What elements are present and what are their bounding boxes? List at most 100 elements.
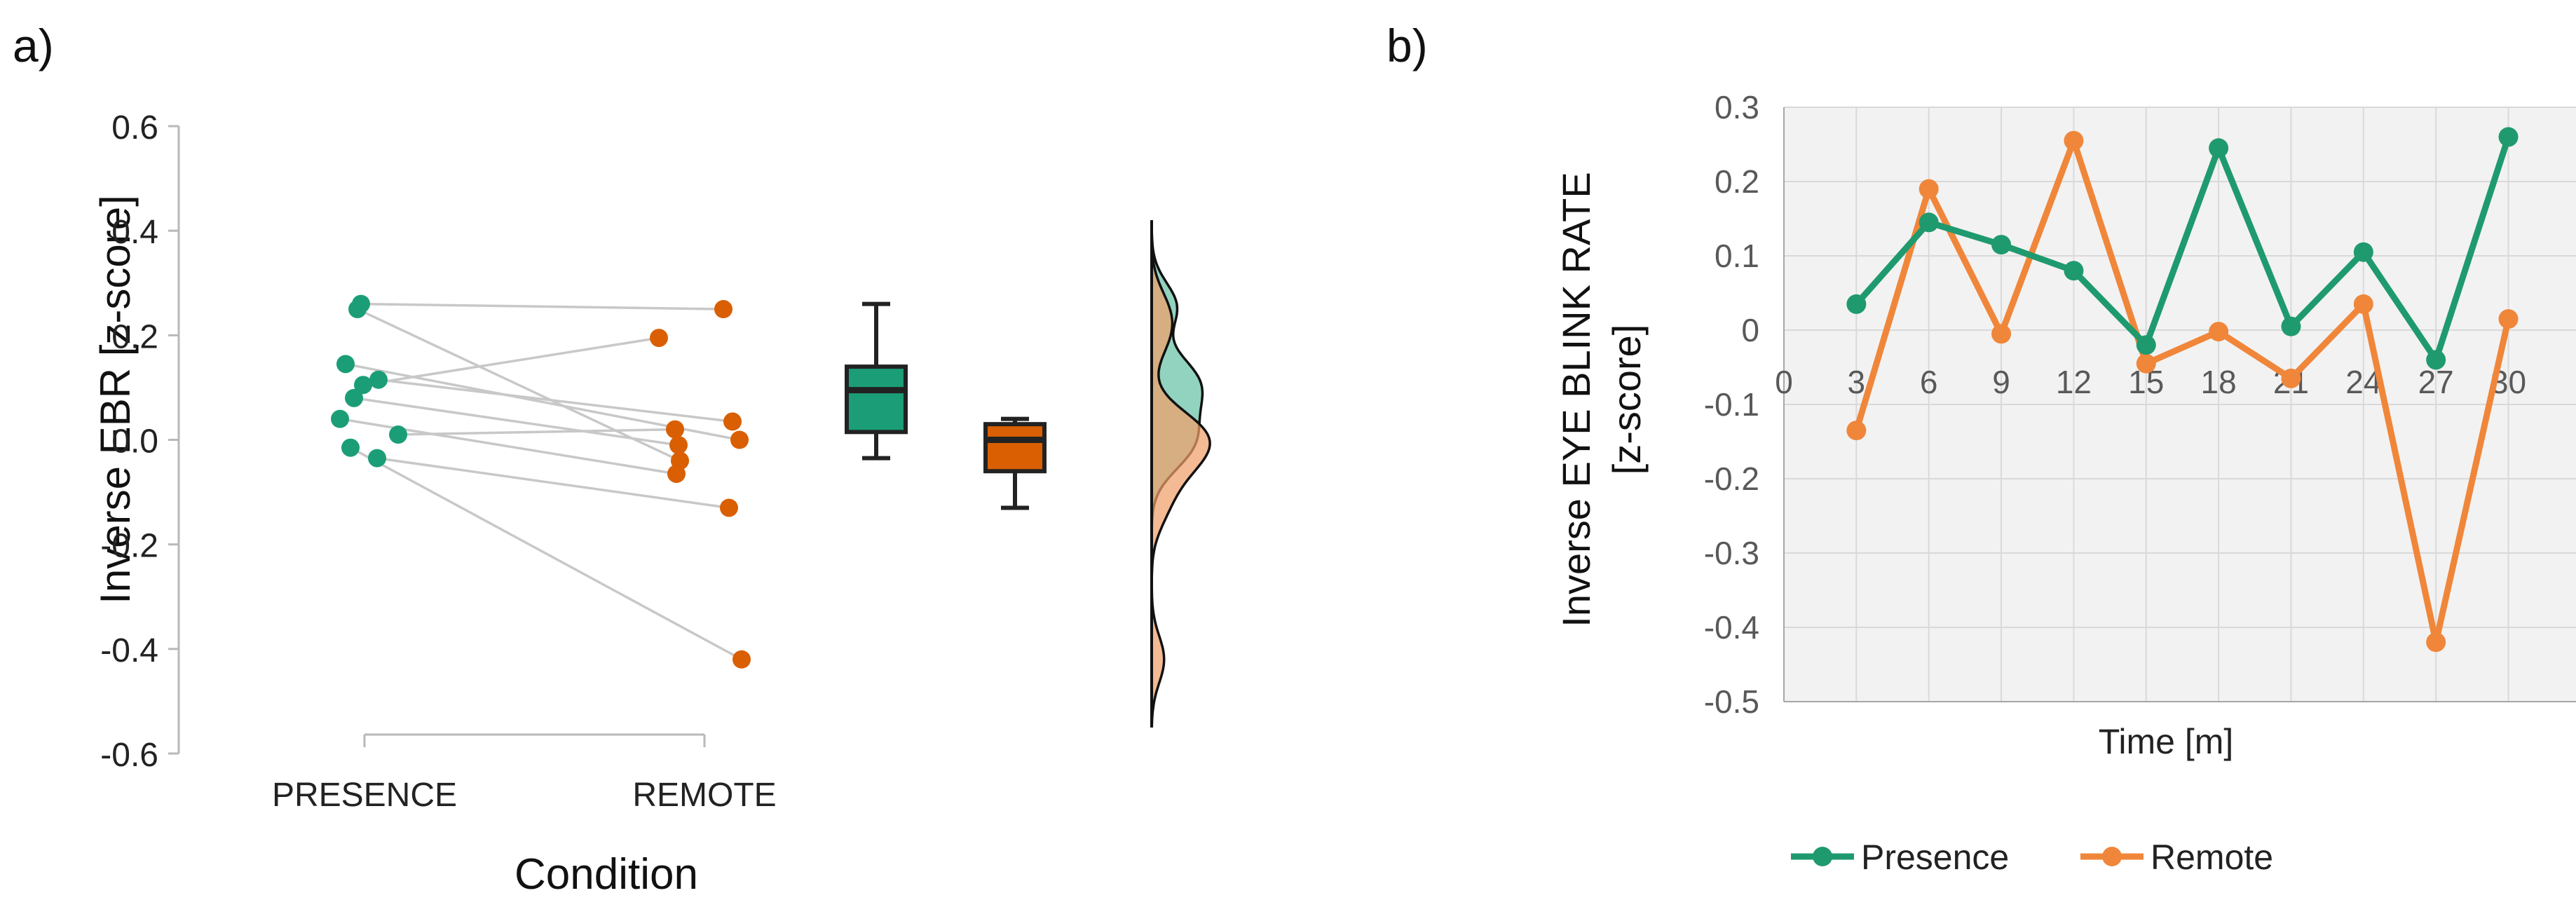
panel-a-points — [331, 294, 751, 669]
panel-a-y-axis: 0.6 0.4 0.2 0.0 -0.2 -0.4 -0.6 — [100, 109, 180, 774]
presence-marker — [1846, 294, 1867, 314]
a-y-tick-label: 0.2 — [111, 318, 158, 355]
remote-marker — [2136, 353, 2156, 374]
panel-b-gridlines — [1783, 107, 2576, 702]
panel-b-x-axis-label: Time [m] — [2099, 722, 2234, 761]
a-y-tick-label: 0.6 — [111, 109, 158, 146]
a-y-tick-label: 0.4 — [111, 214, 158, 251]
presence-marker — [2136, 335, 2156, 355]
remote-marker — [1846, 421, 1867, 441]
b-y-tick-label: -0.5 — [1704, 683, 1759, 720]
panel-b-series — [1846, 127, 2519, 653]
b-x-tick-label: 3 — [1848, 364, 1866, 400]
panel-b-line-chart: 0.30.20.10-0.1-0.2-0.3-0.4-0.5 0 3 6 9 12 15 1… — [1554, 89, 2576, 877]
panel-a-x-axis-label: Condition — [514, 850, 698, 899]
a-y-tick-label: 0.0 — [111, 423, 158, 461]
panel-b-x-axis: 036912151821242730 — [1775, 364, 2526, 400]
presence-marker — [2209, 138, 2229, 158]
presence-marker — [1919, 212, 1939, 233]
panel-b-y-axis-label-line2: [z-score] — [1604, 325, 1649, 475]
legend-swatch-marker — [2102, 847, 2122, 866]
b-y-tick-label: 0.1 — [1715, 238, 1759, 274]
remote-marker — [1991, 324, 2012, 344]
b-x-tick-label: 9 — [1992, 364, 2010, 400]
presence-point — [348, 300, 367, 319]
presence-point — [369, 370, 388, 389]
presence-marker — [2353, 242, 2373, 262]
remote-marker — [2426, 632, 2446, 653]
a-x-tick-label: REMOTE — [632, 777, 776, 814]
panel-a-boxplots — [845, 301, 1047, 510]
remote-point — [730, 430, 749, 449]
legend-label: Remote — [2151, 838, 2273, 877]
presence-point — [341, 438, 360, 457]
panel-a-x-axis: PRESENCE REMOTE — [272, 733, 777, 814]
presence-marker — [2281, 316, 2301, 336]
presence-point — [331, 409, 349, 428]
b-x-tick-label: 6 — [1920, 364, 1938, 400]
legend-label: Presence — [1861, 838, 2009, 877]
pair-line — [350, 446, 742, 661]
remote-point — [650, 329, 668, 348]
remote-marker — [2209, 322, 2229, 342]
presence-line — [1854, 136, 2512, 363]
remote-point — [714, 300, 732, 319]
presence-marker — [1991, 235, 2012, 255]
b-y-tick-label: -0.2 — [1704, 461, 1759, 497]
remote-marker — [1919, 179, 1939, 199]
b-y-tick-label: -0.4 — [1704, 609, 1759, 646]
remote-line — [1853, 137, 2512, 646]
box-iqr — [845, 364, 908, 435]
panel-label-a: a) — [13, 20, 54, 71]
panel-b-y-axis: 0.3 0.2 0.1 0 -0.1 -0.2 -0.3 -0.4 -0.5 — [1704, 89, 1759, 720]
remote-point — [720, 498, 738, 517]
remote-point — [723, 412, 742, 431]
pair-line — [339, 417, 677, 475]
b-y-tick-label: 0 — [1741, 312, 1759, 348]
remote-marker — [2064, 130, 2084, 151]
remote-point — [669, 435, 688, 454]
panel-b-legend: Presence Remote — [1791, 838, 2273, 877]
remote-point — [666, 420, 684, 439]
b-y-tick-label: 0.3 — [1715, 89, 1759, 125]
b-x-tick-label: 27 — [2418, 364, 2454, 400]
presence-marker — [2498, 127, 2519, 147]
b-x-tick-label: 0 — [1775, 364, 1793, 400]
a-y-tick-label: -0.4 — [100, 632, 158, 669]
b-x-tick-label: 12 — [2056, 364, 2092, 400]
pair-line — [353, 397, 679, 446]
panel-a-y-axis-label: Inverse EBR [z-score] — [92, 195, 139, 604]
b-x-tick-label: 18 — [2201, 364, 2237, 400]
panel-a-pair-lines — [339, 302, 742, 661]
pair-line — [378, 378, 733, 423]
pair-line — [397, 428, 676, 436]
b-y-tick-label: 0.2 — [1715, 163, 1759, 200]
remote-marker — [2498, 309, 2519, 329]
presence-point — [336, 355, 355, 374]
presence-marker — [2426, 350, 2446, 370]
presence-point — [354, 376, 372, 395]
remote-point — [732, 650, 751, 669]
a-x-tick-label: PRESENCE — [272, 777, 457, 814]
pair-line — [360, 302, 724, 311]
remote-marker — [2281, 368, 2301, 388]
presence-point — [345, 388, 363, 407]
presence-point — [368, 449, 386, 468]
legend-swatch-marker — [1813, 847, 1832, 866]
panel-a-density — [1150, 220, 1211, 728]
box-iqr — [983, 422, 1047, 474]
b-y-tick-label: -0.1 — [1704, 386, 1759, 423]
presence-marker — [2064, 261, 2084, 281]
b-y-tick-label: -0.3 — [1704, 535, 1759, 571]
pair-line — [362, 336, 660, 386]
pair-line — [376, 456, 730, 510]
remote-density — [1150, 220, 1211, 728]
a-y-tick-label: -0.2 — [100, 528, 158, 565]
remote-marker — [2353, 294, 2373, 314]
remote-point — [667, 464, 686, 483]
panel-b-y-axis-label-line1: Inverse EYE BLINK RATE — [1554, 172, 1598, 627]
panel-label-b: b) — [1386, 20, 1428, 71]
a-y-tick-label: -0.6 — [100, 737, 158, 774]
pair-line — [357, 308, 681, 462]
